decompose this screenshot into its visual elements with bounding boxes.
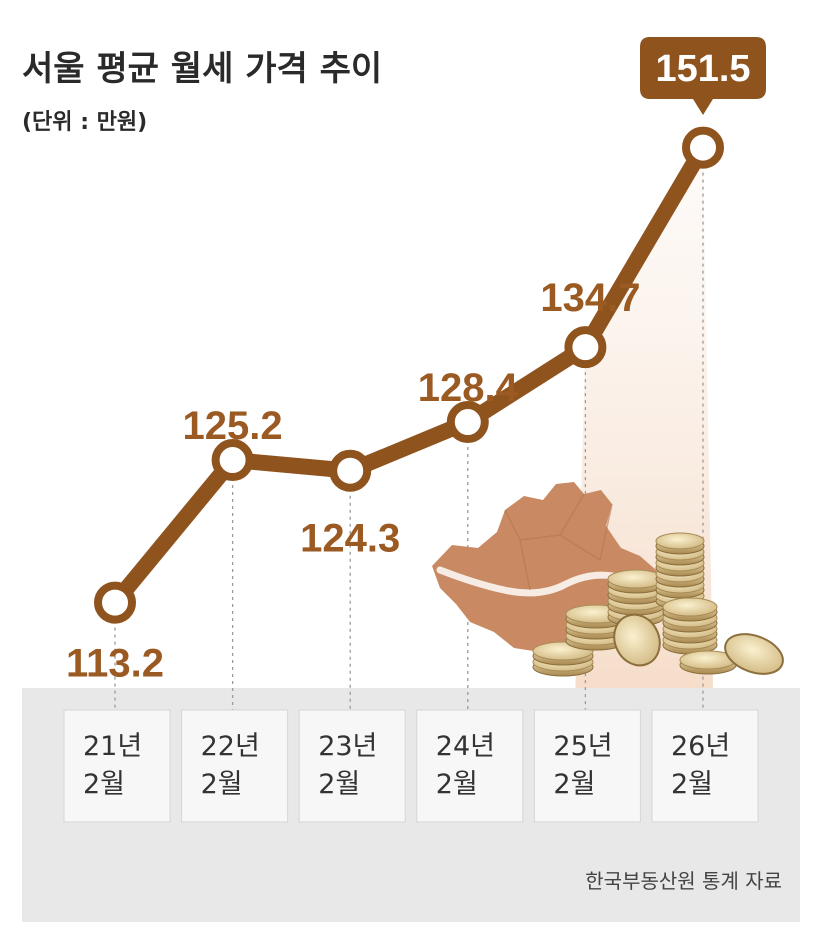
- coin-stacks-illustration: [532, 532, 784, 677]
- x-tick-year: 22년: [201, 731, 260, 762]
- x-tick-month: 2월: [201, 769, 243, 800]
- x-tick-year: 24년: [436, 731, 495, 762]
- x-tick-card-bg: [181, 709, 289, 823]
- data-point: [446, 401, 489, 444]
- data-markers: [94, 126, 724, 624]
- x-tick-month: 2월: [553, 769, 595, 800]
- chart-title: 서울 평균 월세 가격 추이: [22, 49, 382, 89]
- x-tick-card-bg: [533, 709, 641, 823]
- x-tick-month: 2월: [318, 769, 360, 800]
- peak-badge-shape: [640, 37, 766, 115]
- data-point: [329, 449, 372, 492]
- value-labels: 113.2 125.2 124.3 128.4 134.7: [66, 276, 640, 685]
- data-point: [564, 326, 607, 369]
- x-tick-year: 23년: [318, 731, 377, 762]
- peak-value-label: 151.5: [655, 48, 750, 90]
- x-tick-year: 25년: [553, 731, 612, 762]
- data-point: [94, 581, 136, 624]
- x-tick-card-bg: [651, 709, 759, 823]
- x-tick-month: 2월: [436, 769, 478, 800]
- value-label: 113.2: [66, 642, 164, 686]
- coin: [655, 532, 705, 550]
- x-tick-month: 2월: [83, 769, 125, 800]
- coin: [662, 597, 718, 617]
- x-tick-card-bg: [416, 709, 524, 823]
- x-tick-card-bg: [63, 709, 171, 823]
- x-tick-card-bg: [298, 709, 406, 823]
- value-label: 124.3: [300, 517, 400, 561]
- series-line: [107, 139, 711, 611]
- x-tick-month: 2월: [671, 769, 713, 800]
- source-note: 한국부동산원 통계 자료: [585, 869, 782, 893]
- value-label: 134.7: [540, 276, 640, 320]
- coin: [724, 633, 784, 675]
- data-point: [211, 439, 254, 482]
- unit-label: (단위 : 만원): [22, 110, 147, 135]
- x-tick-year: 21년: [83, 731, 142, 762]
- value-label: 125.2: [183, 404, 283, 448]
- coin: [613, 613, 661, 667]
- x-tick-year: 26년: [671, 731, 730, 762]
- data-point: [682, 126, 724, 169]
- peak-badge: 151.5: [640, 37, 766, 115]
- value-label: 128.4: [418, 366, 519, 410]
